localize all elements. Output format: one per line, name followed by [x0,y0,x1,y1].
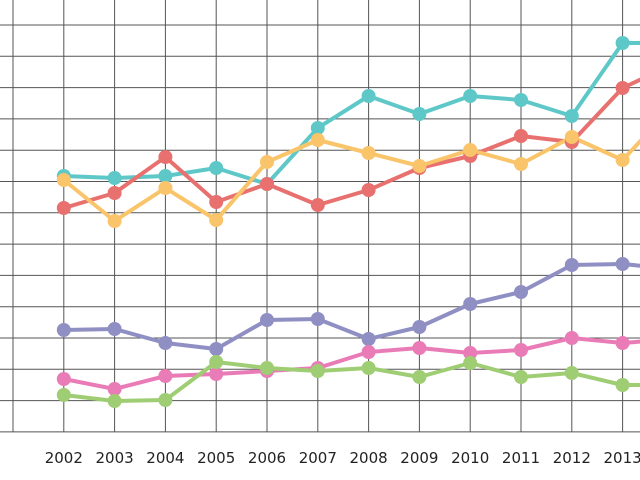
x-tick-label: 2002 [45,449,83,467]
data-point [514,370,528,384]
data-point [615,257,630,271]
data-point [361,89,376,103]
series-line-2 [63,77,640,210]
data-point [107,322,122,336]
x-tick-label: 2008 [350,449,388,467]
series-line-1 [63,41,640,186]
data-point [361,332,376,346]
series-line-5 [63,336,640,391]
x-tick-label: 2006 [248,449,286,467]
x-tick-label: 2010 [451,449,489,467]
x-tick-label: 2007 [299,449,337,467]
data-point [260,177,274,191]
data-point [209,195,224,209]
x-tick-label: 2012 [553,449,591,467]
data-point [56,372,71,386]
data-point [463,346,478,360]
data-point [209,342,224,356]
data-point [107,186,122,200]
data-point [209,213,224,227]
data-point [158,181,173,195]
data-point [56,323,71,337]
data-point [361,183,376,197]
x-tick-label: 2004 [146,449,184,467]
data-point [107,214,122,228]
data-point [158,150,173,164]
data-point [310,133,325,147]
x-tick-label: 2005 [197,449,235,467]
data-point [564,366,579,380]
data-point [615,378,630,392]
data-point [107,382,122,396]
data-point [514,285,528,299]
data-point [412,341,427,355]
data-point [564,331,579,345]
data-point [310,312,325,326]
data-point [412,320,427,334]
data-point [209,355,224,369]
data-point [310,121,325,135]
series-line-3 [62,135,640,223]
data-point [615,153,630,167]
x-tick-label: 2011 [502,449,540,467]
data-point [56,173,71,187]
data-point [260,155,274,169]
x-tick-label: 2013 [604,449,640,467]
data-point [615,81,630,95]
data-point [56,388,71,402]
data-point [56,201,71,215]
data-point [158,169,173,183]
data-point [209,161,224,175]
data-point [514,129,528,143]
data-point [615,36,630,50]
data-point [310,198,325,212]
series-line-6 [63,360,640,403]
data-point [158,369,173,383]
data-point [412,107,427,121]
data-point [463,356,478,370]
data-point [463,89,478,103]
data-point [361,345,376,359]
x-tick-label: 2009 [400,449,438,467]
data-point [310,364,325,378]
data-point [564,130,579,144]
data-point [514,157,528,171]
data-point [615,336,630,350]
series-lines [62,41,640,403]
data-point [564,109,579,123]
data-point [107,171,122,185]
data-point [260,313,274,327]
series-points [56,36,630,408]
data-point [564,258,579,272]
data-point [514,93,528,107]
data-point [158,336,173,350]
data-point [158,393,173,407]
data-point [260,361,274,375]
series-line-4 [63,262,640,351]
data-point [361,361,376,375]
data-point [463,143,478,157]
data-point [412,370,427,384]
data-point [107,394,122,408]
data-point [412,159,427,173]
data-point [361,146,376,160]
data-point [209,367,224,381]
data-point [514,343,528,357]
data-point [463,297,478,311]
x-axis-tick-labels: 2002 2003 2004 2005 2006 2007 2008 2009 2010 2011… [45,449,640,467]
x-tick-label: 2003 [96,449,134,467]
